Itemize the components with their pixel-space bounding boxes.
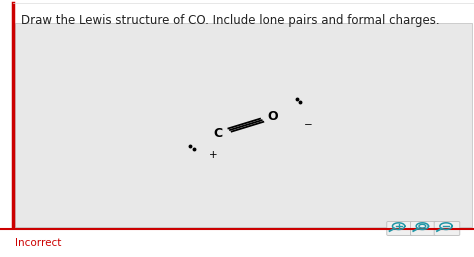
Text: −: −	[304, 120, 312, 130]
Bar	[15, 23, 472, 227]
FancyBboxPatch shape	[434, 222, 460, 235]
Text: O: O	[267, 111, 278, 123]
Text: Incorrect: Incorrect	[15, 238, 62, 248]
Text: +: +	[209, 151, 218, 160]
FancyBboxPatch shape	[410, 222, 436, 235]
Text: C: C	[213, 127, 223, 140]
Text: Draw the Lewis structure of CO. Include lone pairs and formal charges.: Draw the Lewis structure of CO. Include …	[21, 14, 440, 27]
FancyBboxPatch shape	[387, 222, 412, 235]
